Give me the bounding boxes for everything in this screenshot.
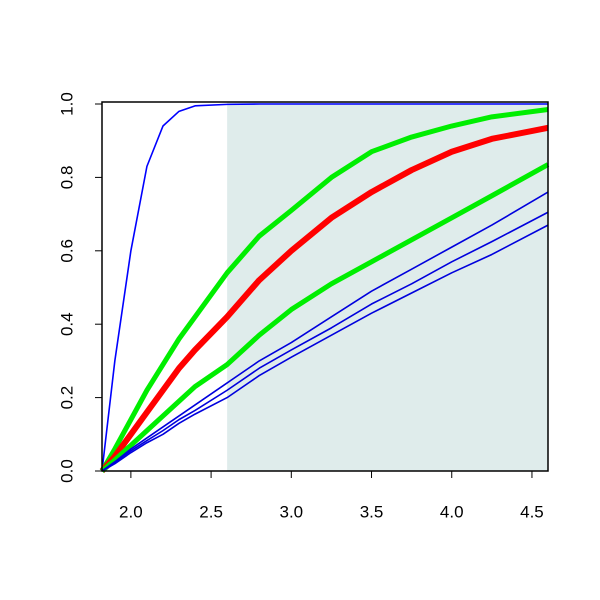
line-series (101, 103, 548, 472)
y-tick-label: 0.2 (57, 386, 76, 410)
x-tick-label: 4.5 (520, 502, 544, 521)
line-series (101, 211, 549, 472)
y-tick-label: 0.4 (57, 312, 76, 336)
x-tick-label: 2.0 (119, 502, 143, 521)
line-series (99, 107, 549, 473)
plot-frame (101, 101, 549, 472)
y-tick-label: 1.0 (57, 92, 76, 116)
shaded-region (227, 102, 548, 471)
x-tick-label: 2.5 (199, 502, 223, 521)
line-series (101, 224, 549, 472)
y-tick-label: 0.8 (57, 166, 76, 190)
y-tick-label: 0.0 (57, 459, 76, 483)
x-tick-label: 3.5 (360, 502, 384, 521)
line-series (99, 124, 549, 473)
y-tick-label: 0.6 (57, 239, 76, 263)
x-tick-label: 3.0 (279, 502, 303, 521)
line-series (100, 162, 550, 473)
x-tick-label: 4.0 (440, 502, 464, 521)
line-series (101, 191, 549, 472)
